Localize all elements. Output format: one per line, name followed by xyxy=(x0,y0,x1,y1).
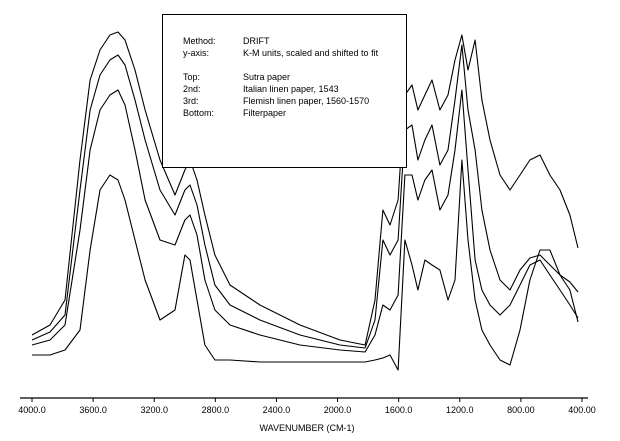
x-tick-label: 2800.0 xyxy=(202,405,230,415)
legend-entry: Filterpaper xyxy=(243,108,287,118)
box-label: 2nd: xyxy=(183,84,201,94)
x-tick-label: 1200.0 xyxy=(446,405,474,415)
x-tick-label: 400.00 xyxy=(568,405,596,415)
spectrum-line xyxy=(32,159,579,371)
x-tick-label: 3200.0 xyxy=(140,405,168,415)
x-axis-label: WAVENUMBER (CM-1) xyxy=(260,423,355,433)
x-tick-label: 4000.0 xyxy=(18,405,46,415)
spectrum-line xyxy=(31,89,579,353)
info-box: Method: DRIFT y-axis: K-M units, scaled … xyxy=(162,14,407,168)
x-tick-label: 800.00 xyxy=(507,405,535,415)
legend-entry: Italian linen paper, 1543 xyxy=(243,84,339,94)
x-tick-label: 1600.0 xyxy=(385,405,413,415)
box-label: Method: xyxy=(183,36,216,46)
x-tick-label: 2400.0 xyxy=(263,405,291,415)
spacer xyxy=(183,59,383,71)
spectrum-line xyxy=(31,31,579,346)
spectrum-line xyxy=(31,44,579,349)
box-text: K-M units, scaled and shifted to fit xyxy=(243,48,379,58)
box-label: y-axis: xyxy=(183,48,210,58)
box-label: Top: xyxy=(183,72,201,82)
box-text: DRIFT xyxy=(243,36,270,46)
x-tick-label: 2000.0 xyxy=(324,405,352,415)
legend-entry: Flemish linen paper, 1560-1570 xyxy=(243,96,370,106)
legend-entry: Sutra paper xyxy=(243,72,291,82)
box-label: 3rd: xyxy=(183,96,199,106)
box-label: Bottom: xyxy=(183,108,215,118)
x-tick-label: 3600.0 xyxy=(79,405,107,415)
